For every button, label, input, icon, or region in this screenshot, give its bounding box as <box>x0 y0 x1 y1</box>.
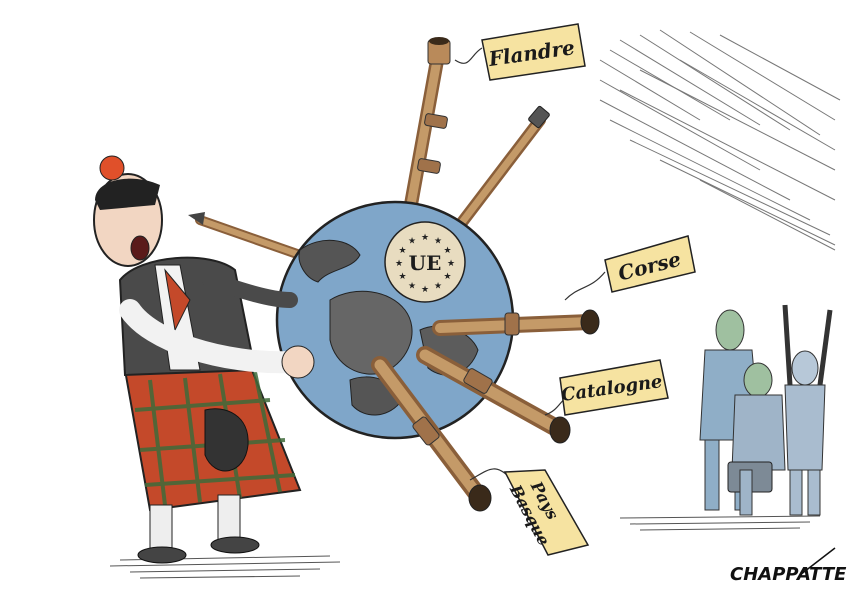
sound-hatching <box>599 29 841 251</box>
drone-catalogne <box>416 346 571 444</box>
sporran <box>204 408 249 472</box>
front-drones <box>371 309 600 512</box>
left-shoe <box>137 546 187 564</box>
eu-emblem-label: UE <box>409 251 442 275</box>
cap-pompom <box>99 155 125 181</box>
right-shoe <box>210 536 260 554</box>
eu-star: ★ <box>398 272 406 282</box>
eu-star: ★ <box>398 246 406 256</box>
tag-pays-basque: Pays Basque <box>469 468 590 556</box>
tag-corse: Corse <box>564 235 696 301</box>
signature-flourish <box>799 547 836 576</box>
drone-pays-basque <box>371 356 492 512</box>
cap <box>95 178 160 210</box>
eu-star: ★ <box>434 237 442 247</box>
bystander-center <box>727 362 786 516</box>
tag-flandre: Flandre <box>454 23 586 81</box>
eu-star: ★ <box>443 272 451 282</box>
eu-stars: ★★★★★★★★★ ★ ★★ <box>395 233 455 295</box>
hand <box>281 345 315 379</box>
drone-chanter-left <box>188 212 305 260</box>
bystander-right <box>782 304 833 516</box>
left-leg <box>149 504 173 551</box>
scottish-piper <box>93 155 315 564</box>
eu-star: ★ <box>421 285 429 295</box>
bystanders <box>699 304 833 516</box>
eu-star: ★ <box>408 282 416 292</box>
drone-flandre <box>403 37 451 217</box>
right-arm <box>202 272 298 308</box>
left-arm <box>119 299 306 374</box>
drone-corse <box>432 309 600 336</box>
right-leg <box>217 494 241 541</box>
bagpipe-drones <box>188 37 550 260</box>
tie <box>164 268 191 332</box>
eu-star: ★ <box>434 282 442 292</box>
drone-upper-right <box>454 105 550 231</box>
mouth <box>130 235 150 261</box>
eu-star: ★ <box>421 233 429 243</box>
eu-star: ★ <box>447 259 455 269</box>
tag-catalogne: Catalogne <box>544 359 669 416</box>
eu-star: ★ <box>408 237 416 247</box>
eu-star: ★ <box>395 259 403 269</box>
ground-shadow <box>109 515 821 579</box>
eu-emblem-backdrop <box>384 221 466 303</box>
artist-signature: CHAPPATTE <box>730 564 847 585</box>
eu-star: ★ <box>443 246 451 256</box>
